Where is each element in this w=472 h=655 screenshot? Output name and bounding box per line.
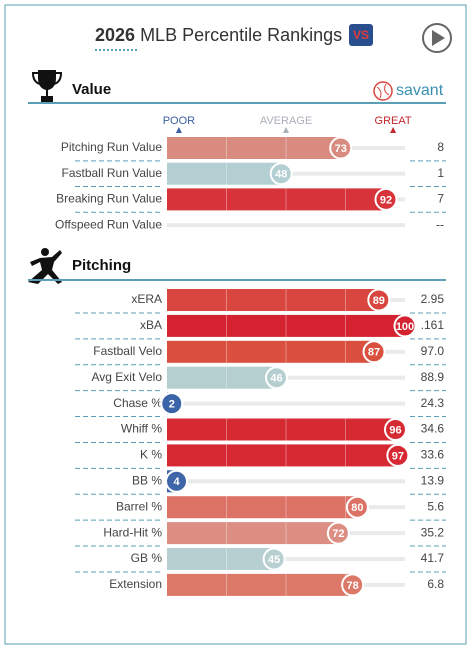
metric-label: Fastball Velo (93, 344, 162, 358)
bar (167, 137, 341, 159)
scale-marker (175, 127, 182, 133)
scale-marker (283, 127, 289, 133)
scale-label: GREAT (375, 115, 412, 127)
scale-marker (390, 127, 397, 133)
metric-value: 41.7 (421, 551, 445, 565)
metric-value: 97.0 (421, 344, 445, 358)
bar (167, 188, 386, 211)
metric-value: 7 (437, 192, 444, 206)
vs-logo: VS (349, 24, 373, 46)
track (167, 223, 405, 228)
metric-label: BB % (132, 473, 162, 487)
track (167, 401, 405, 406)
section-title: Pitching (72, 257, 131, 274)
metric-label: Avg Exit Velo (92, 370, 163, 384)
percentile-label: 2 (169, 399, 175, 411)
metric-value: 88.9 (421, 370, 445, 384)
percentile-dot (374, 187, 398, 211)
metric-value: .161 (421, 318, 445, 332)
metric-label: K % (140, 448, 162, 462)
percentile-label: 72 (332, 528, 344, 540)
metric-value: 5.6 (427, 499, 444, 513)
metric-label: Chase % (113, 396, 162, 410)
percentile-dot (345, 495, 369, 519)
percentile-dot (269, 162, 293, 186)
percentile-dot (367, 288, 391, 312)
metric-value: -- (436, 217, 444, 231)
percentile-label: 78 (347, 580, 359, 592)
chart-title: 2026 MLB Percentile Rankings (95, 25, 342, 45)
percentile-label: 46 (270, 373, 282, 385)
percentile-label: 80 (351, 502, 363, 514)
percentile-label: 92 (380, 194, 392, 206)
percentile-label: 97 (392, 450, 404, 462)
percentile-label: 4 (173, 476, 180, 488)
play-button[interactable] (422, 23, 452, 53)
trophy-icon (31, 70, 63, 102)
percentile-label: 73 (335, 143, 347, 155)
percentile-label: 96 (389, 424, 401, 436)
svg-text:VS: VS (353, 28, 369, 42)
metric-label: Pitching Run Value (61, 140, 163, 154)
bar (167, 289, 379, 311)
percentile-dot (165, 469, 189, 493)
track (167, 557, 405, 561)
bar (167, 573, 353, 596)
pitcher-icon (28, 248, 62, 284)
title-text: MLB Percentile Rankings (140, 25, 342, 45)
bar (167, 314, 405, 337)
metric-value: 24.3 (421, 396, 445, 410)
track (167, 479, 405, 484)
savant-logo: savant (373, 81, 444, 101)
metric-label: Offspeed Run Value (55, 217, 162, 231)
bar (167, 340, 375, 363)
metric-value: 34.6 (421, 422, 445, 436)
bar (167, 522, 339, 545)
percentile-label: 87 (368, 347, 380, 359)
section-title: Value (72, 81, 111, 98)
percentile-label: 100 (396, 321, 414, 333)
metric-value: 6.8 (427, 577, 444, 591)
metric-value: 33.6 (421, 448, 445, 462)
percentile-dot (386, 443, 410, 467)
metric-label: Breaking Run Value (56, 192, 162, 206)
bar (167, 548, 275, 570)
percentile-dot (341, 573, 365, 597)
metric-label: Extension (109, 577, 162, 591)
percentile-dot (160, 392, 184, 416)
metric-value: 2.95 (421, 292, 445, 306)
metric-label: Whiff % (121, 422, 162, 436)
percentile-dot (362, 340, 386, 364)
title-year: 2026 (95, 25, 135, 45)
metric-label: xERA (131, 292, 162, 306)
percentile-label: 48 (275, 169, 287, 181)
metric-value: 1 (437, 166, 444, 180)
metric-value: 8 (437, 140, 444, 154)
percentile-label: 89 (373, 295, 385, 307)
bar (167, 418, 396, 441)
percentile-dot (264, 366, 288, 390)
scale-label: AVERAGE (260, 115, 312, 127)
metric-label: GB % (131, 551, 163, 565)
bar (167, 496, 358, 519)
percentile-dot (326, 521, 350, 545)
percentile-dot (262, 547, 286, 571)
metric-label: Fastball Run Value (62, 166, 163, 180)
percentile-dot (393, 314, 417, 338)
metric-value: 35.2 (421, 525, 445, 539)
percentile-dot (329, 136, 353, 160)
percentile-label: 45 (268, 554, 280, 566)
percentile-dot (383, 418, 407, 441)
metric-label: xBA (140, 318, 162, 332)
metric-value: 13.9 (421, 473, 445, 487)
metric-label: Barrel % (116, 499, 162, 513)
bar (167, 366, 277, 389)
brand[interactable]: savant (396, 82, 444, 99)
metric-label: Hard-Hit % (103, 525, 162, 539)
scale-label: POOR (163, 115, 195, 127)
bar (167, 162, 282, 185)
bar (167, 444, 398, 467)
